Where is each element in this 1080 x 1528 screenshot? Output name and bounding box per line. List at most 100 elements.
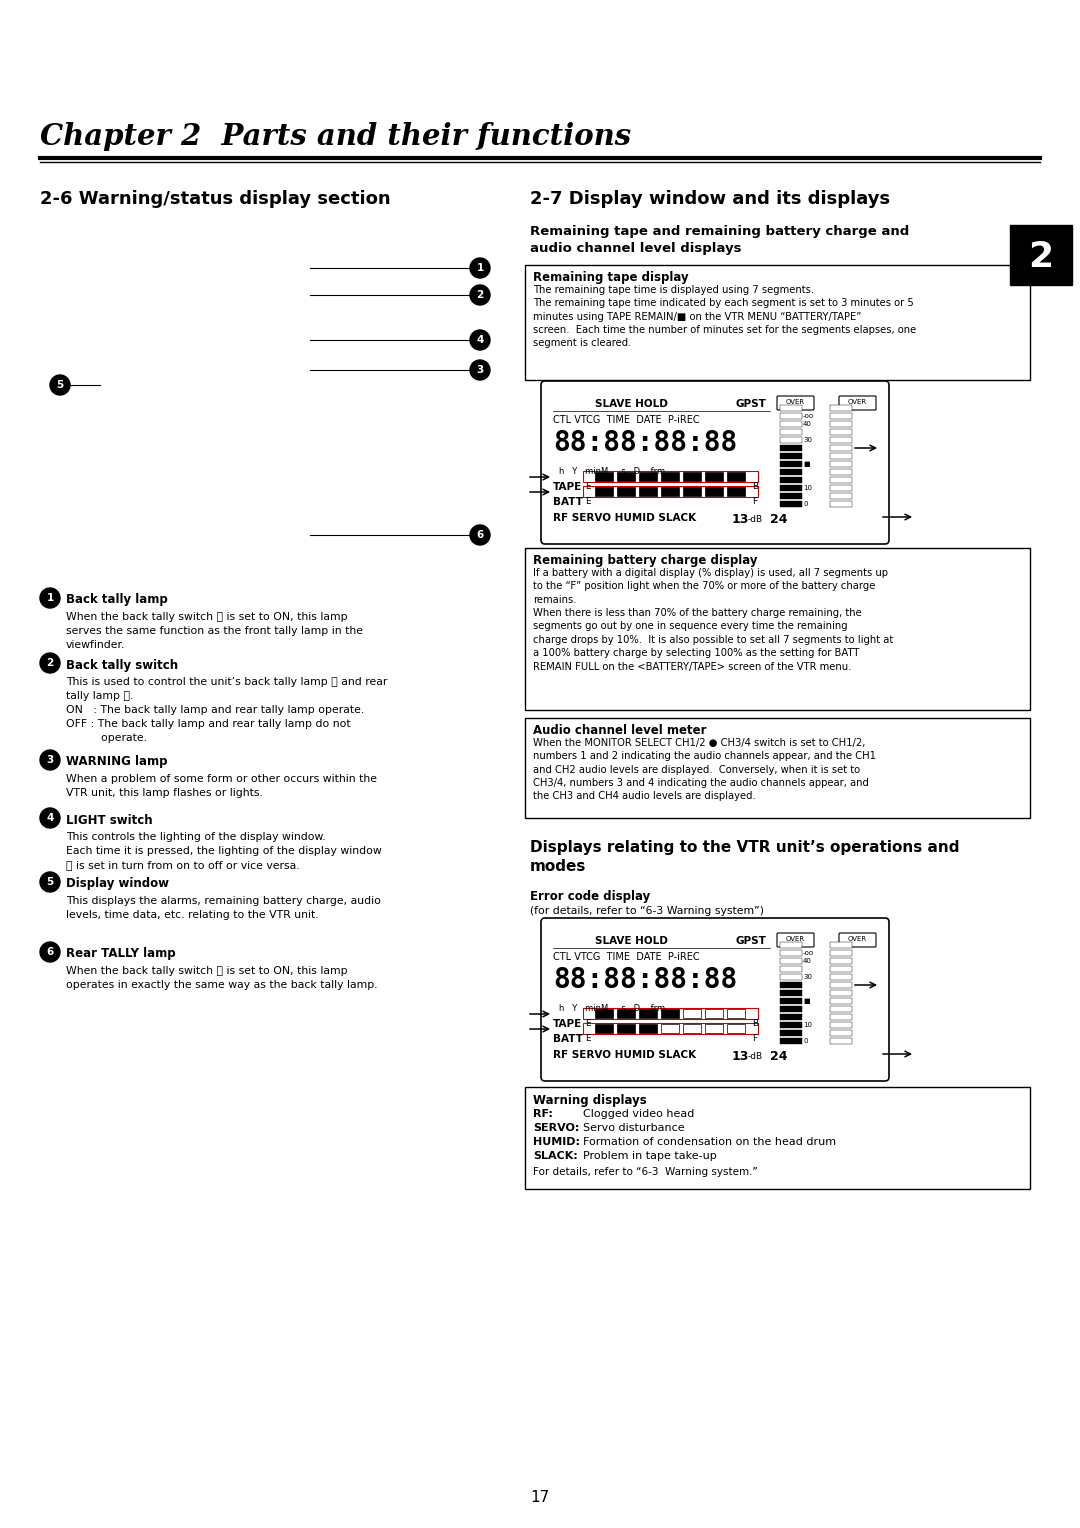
- Bar: [683, 472, 701, 481]
- Bar: [780, 413, 802, 419]
- Bar: [780, 501, 802, 507]
- Text: SERVO:: SERVO:: [534, 1123, 579, 1132]
- Bar: [780, 477, 802, 483]
- Bar: [831, 1005, 852, 1012]
- Bar: [661, 472, 679, 481]
- Text: 0: 0: [804, 501, 808, 507]
- Text: 0: 0: [804, 1038, 808, 1044]
- Text: HUMID:: HUMID:: [534, 1137, 580, 1148]
- Text: Back tally lamp: Back tally lamp: [66, 593, 167, 607]
- Bar: [831, 950, 852, 957]
- Text: E: E: [585, 497, 591, 506]
- Text: 24: 24: [770, 1050, 787, 1063]
- Text: 40: 40: [804, 958, 812, 964]
- Text: 3: 3: [476, 365, 484, 374]
- Text: GPST: GPST: [735, 399, 766, 410]
- Bar: [831, 469, 852, 475]
- Text: 10: 10: [804, 1022, 812, 1028]
- Bar: [617, 1008, 635, 1018]
- Text: 1: 1: [476, 263, 484, 274]
- Text: BATT: BATT: [553, 497, 583, 507]
- Text: SLAVE HOLD: SLAVE HOLD: [595, 937, 667, 946]
- Bar: [780, 973, 802, 979]
- Bar: [727, 487, 745, 497]
- Text: When the MONITOR SELECT CH1/2 ● CH3/4 switch is set to CH1/2,
numbers 1 and 2 in: When the MONITOR SELECT CH1/2 ● CH3/4 sw…: [534, 738, 876, 802]
- Bar: [780, 429, 802, 435]
- Bar: [780, 494, 802, 500]
- Text: ■: ■: [804, 461, 810, 468]
- Bar: [780, 983, 802, 989]
- Text: 10: 10: [804, 484, 812, 490]
- Text: 13: 13: [732, 513, 750, 526]
- Bar: [780, 958, 802, 964]
- FancyBboxPatch shape: [839, 396, 876, 410]
- Bar: [595, 1024, 613, 1033]
- Text: When the back tally switch Ⓒ is set to ON, this lamp
serves the same function as: When the back tally switch Ⓒ is set to O…: [66, 613, 363, 649]
- Text: Clogged video head: Clogged video head: [583, 1109, 694, 1118]
- Bar: [525, 1086, 1030, 1189]
- Text: E: E: [585, 1034, 591, 1044]
- Bar: [831, 429, 852, 435]
- Text: (for details, refer to “6-3 Warning system”): (for details, refer to “6-3 Warning syst…: [530, 906, 764, 915]
- Text: This is used to control the unit’s back tally lamp Ⓐ and rear
tally lamp Ⓕ.
ON  : This is used to control the unit’s back …: [66, 677, 388, 743]
- Text: WARNING lamp: WARNING lamp: [66, 755, 167, 769]
- Text: When a problem of some form or other occurs within the
VTR unit, this lamp flash: When a problem of some form or other occ…: [66, 775, 377, 798]
- Bar: [780, 1022, 802, 1028]
- Text: Remaining battery charge display: Remaining battery charge display: [534, 555, 757, 567]
- Text: This displays the alarms, remaining battery charge, audio
levels, time data, etc: This displays the alarms, remaining batt…: [66, 895, 381, 920]
- Bar: [661, 487, 679, 497]
- Text: 88:88:88:88: 88:88:88:88: [553, 966, 738, 995]
- Bar: [831, 966, 852, 972]
- Text: TAPE: TAPE: [553, 481, 582, 492]
- Text: When the back tally switch Ⓒ is set to ON, this lamp
operates in exactly the sam: When the back tally switch Ⓒ is set to O…: [66, 966, 378, 990]
- Text: -oo: -oo: [804, 950, 814, 957]
- Bar: [683, 1024, 701, 1033]
- Bar: [831, 1015, 852, 1021]
- Bar: [705, 1008, 723, 1018]
- Bar: [780, 990, 802, 996]
- Circle shape: [40, 941, 60, 963]
- Text: ■: ■: [804, 998, 810, 1004]
- Bar: [595, 487, 613, 497]
- Text: OVER: OVER: [848, 937, 866, 941]
- Bar: [831, 452, 852, 458]
- Text: GPST: GPST: [735, 937, 766, 946]
- Bar: [780, 950, 802, 957]
- Bar: [780, 452, 802, 458]
- Bar: [525, 264, 1030, 380]
- Text: OVER: OVER: [785, 399, 805, 405]
- Bar: [661, 1024, 679, 1033]
- Text: B: B: [752, 1019, 758, 1028]
- Bar: [831, 445, 852, 451]
- Text: CTL VTCG  TIME  DATE  P-iREC: CTL VTCG TIME DATE P-iREC: [553, 416, 700, 425]
- Bar: [831, 990, 852, 996]
- Text: SLACK:: SLACK:: [534, 1151, 578, 1161]
- Text: RF SERVO HUMID SLACK: RF SERVO HUMID SLACK: [553, 1050, 697, 1060]
- Bar: [583, 1008, 758, 1019]
- Bar: [780, 422, 802, 426]
- Text: The remaining tape time is displayed using 7 segments.
The remaining tape time i: The remaining tape time is displayed usi…: [534, 286, 916, 348]
- Text: TAPE: TAPE: [553, 1019, 582, 1028]
- Text: OVER: OVER: [785, 937, 805, 941]
- FancyBboxPatch shape: [541, 380, 889, 544]
- Text: If a battery with a digital display (% display) is used, all 7 segments up
to th: If a battery with a digital display (% d…: [534, 568, 893, 671]
- Text: 4: 4: [476, 335, 484, 345]
- Text: 6: 6: [46, 947, 54, 957]
- FancyBboxPatch shape: [777, 934, 814, 947]
- Bar: [780, 1030, 802, 1036]
- Bar: [831, 1030, 852, 1036]
- Text: B: B: [752, 481, 758, 490]
- Bar: [661, 1008, 679, 1018]
- Bar: [705, 487, 723, 497]
- Bar: [831, 422, 852, 426]
- Bar: [831, 494, 852, 500]
- Bar: [525, 718, 1030, 817]
- Text: Back tally switch: Back tally switch: [66, 659, 178, 671]
- Text: 6: 6: [476, 530, 484, 539]
- Bar: [780, 469, 802, 475]
- Circle shape: [40, 872, 60, 892]
- Text: 30: 30: [804, 973, 812, 979]
- Bar: [639, 1008, 657, 1018]
- Text: Formation of condensation on the head drum: Formation of condensation on the head dr…: [583, 1137, 836, 1148]
- Bar: [831, 983, 852, 989]
